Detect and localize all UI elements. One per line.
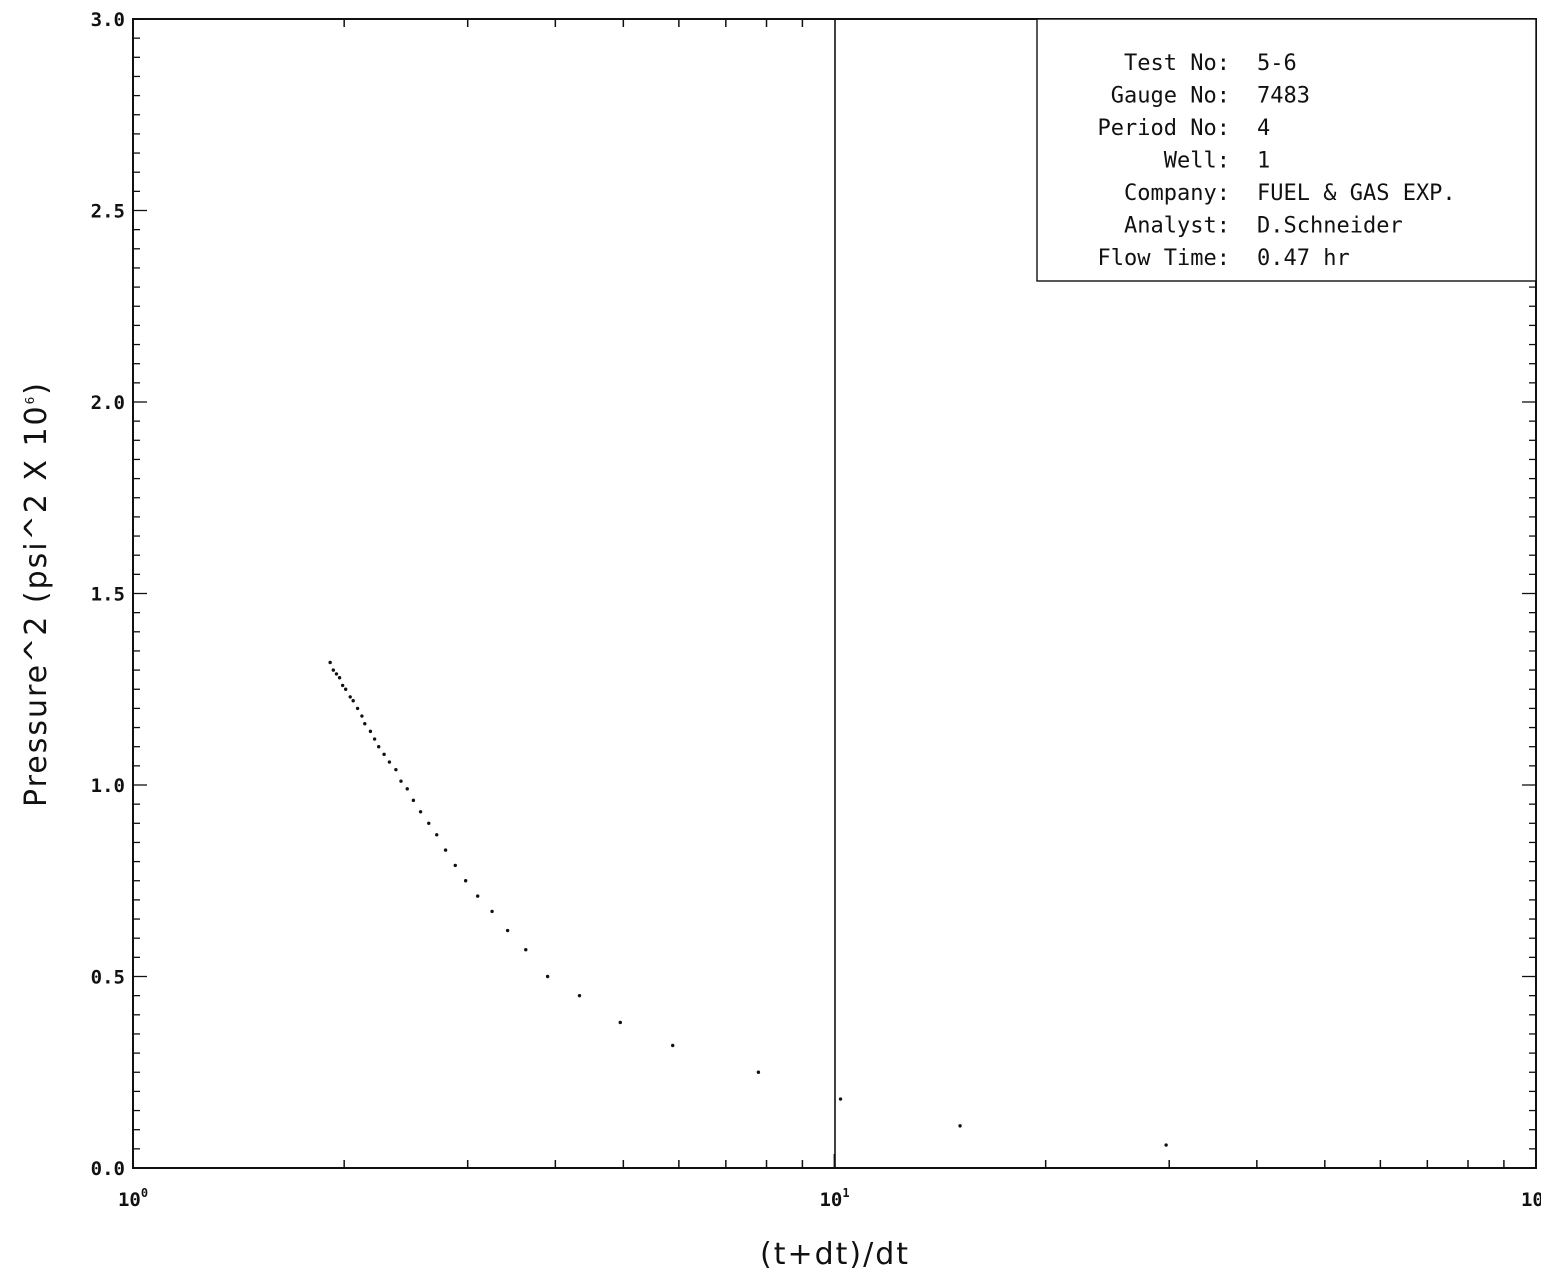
data-point bbox=[618, 1020, 622, 1025]
data-point bbox=[394, 767, 398, 772]
y-axis-title-exponent: 6 bbox=[23, 395, 37, 405]
data-point bbox=[334, 672, 339, 676]
data-point bbox=[405, 787, 409, 791]
data-point bbox=[368, 729, 373, 734]
y-tick-label: 2.0 bbox=[91, 392, 125, 414]
info-rows: Test No: 5-6 Gauge No: 7483 Period No: 4 Well:… bbox=[1098, 51, 1456, 271]
y-axis-title: Pressure^2 (psi^2 X 106) bbox=[19, 381, 54, 807]
data-point bbox=[418, 810, 423, 814]
x-tick-label-exponent: 1 bbox=[842, 1186, 849, 1200]
data-point bbox=[343, 687, 348, 691]
data-points bbox=[328, 660, 1168, 1147]
data-point bbox=[348, 695, 352, 699]
y-tick-labels: 0.0 0.5 1.0 1.5 2.0 2.5 3.0 bbox=[91, 9, 125, 1180]
data-point bbox=[382, 752, 386, 757]
info-label: Company: bbox=[1124, 181, 1230, 206]
x-tick-label-base: 10 bbox=[118, 1189, 141, 1211]
data-point bbox=[340, 683, 345, 688]
data-point bbox=[372, 737, 377, 741]
data-point bbox=[427, 821, 431, 825]
info-label: Gauge No: bbox=[1111, 84, 1230, 109]
data-point bbox=[411, 798, 416, 803]
data-point bbox=[671, 1043, 675, 1048]
info-label: Flow Time: bbox=[1098, 246, 1230, 271]
data-point bbox=[463, 879, 468, 883]
info-box-frame bbox=[1036, 18, 1537, 282]
x-tick-label: 102 bbox=[1521, 1186, 1541, 1211]
x-tick-labels: 100101102 bbox=[118, 1186, 1541, 1211]
data-point bbox=[387, 760, 392, 764]
y-tick-label: 0.5 bbox=[91, 967, 125, 989]
data-point bbox=[577, 993, 582, 998]
data-point bbox=[490, 909, 494, 914]
data-point bbox=[453, 863, 457, 868]
data-point bbox=[475, 894, 480, 898]
data-point bbox=[376, 745, 381, 749]
data-point bbox=[355, 706, 360, 711]
data-point bbox=[524, 947, 528, 952]
info-value: 4 bbox=[1257, 116, 1270, 141]
data-point bbox=[363, 722, 367, 726]
y-axis-title-main: Pressure^2 (psi^2 X 10 bbox=[19, 404, 54, 807]
y-tick-label: 1.5 bbox=[91, 584, 125, 606]
x-tick-label-base: 10 bbox=[1521, 1189, 1541, 1211]
info-value: 1 bbox=[1257, 149, 1270, 174]
x-tick-label: 101 bbox=[819, 1186, 849, 1211]
x-axis-title: (t+dt)/dt bbox=[760, 1237, 910, 1272]
data-point bbox=[958, 1124, 962, 1128]
y-axis-title-close: ) bbox=[19, 381, 54, 395]
data-point bbox=[545, 974, 550, 979]
data-point bbox=[443, 848, 448, 852]
y-tick-label: 1.0 bbox=[91, 775, 125, 797]
info-label: Test No: bbox=[1124, 51, 1230, 76]
y-tick-label: 3.0 bbox=[91, 9, 125, 31]
info-value: D.Schneider bbox=[1257, 214, 1403, 239]
x-tick-label: 100 bbox=[118, 1186, 148, 1211]
data-point bbox=[351, 699, 355, 703]
data-point bbox=[505, 928, 510, 933]
info-label: Well: bbox=[1164, 149, 1230, 174]
y-tick-label: 2.5 bbox=[91, 201, 125, 223]
data-point bbox=[838, 1097, 843, 1101]
info-value: 7483 bbox=[1257, 84, 1310, 109]
data-point bbox=[360, 714, 364, 718]
data-point bbox=[328, 660, 332, 665]
y-tick-label: 0.0 bbox=[91, 1158, 125, 1180]
info-value: 5-6 bbox=[1257, 51, 1297, 76]
data-point bbox=[399, 779, 403, 783]
info-label: Period No: bbox=[1098, 116, 1230, 141]
info-box: Test No: 5-6 Gauge No: 7483 Period No: 4 Well:… bbox=[1036, 18, 1537, 282]
data-point bbox=[337, 676, 342, 680]
data-point bbox=[331, 668, 336, 672]
info-label: Analyst: bbox=[1124, 214, 1230, 239]
data-point bbox=[756, 1070, 761, 1074]
x-tick-label-exponent: 0 bbox=[141, 1186, 148, 1200]
info-value: 0.47 hr bbox=[1257, 246, 1350, 271]
x-tick-label-base: 10 bbox=[819, 1189, 842, 1211]
data-point bbox=[435, 833, 439, 837]
info-value: FUEL & GAS EXP. bbox=[1257, 181, 1456, 206]
data-point bbox=[1164, 1143, 1168, 1147]
